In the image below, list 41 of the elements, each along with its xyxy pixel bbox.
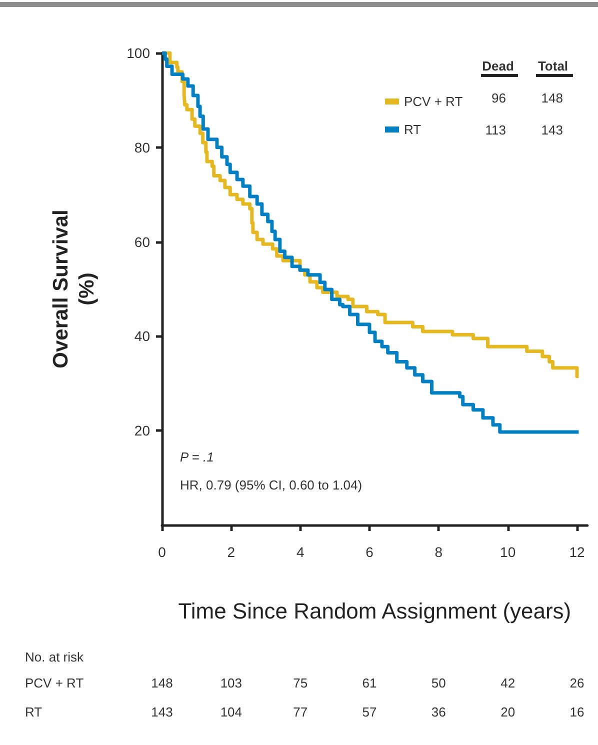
annotation: HR, 0.79 (95% CI, 0.60 to 1.04) [180, 478, 362, 492]
text: 143 [151, 704, 173, 720]
text: No. at risk [25, 650, 84, 664]
annotation: P = .1 [180, 450, 214, 464]
text: 36 [431, 704, 446, 720]
y-tick-label: 20 [134, 422, 150, 439]
text: 20 [500, 704, 516, 720]
y-tick-label: 100 [126, 45, 150, 61]
legend-label: RT [404, 122, 422, 137]
x-tick-label: 2 [227, 544, 236, 560]
y-tick-label: 60 [134, 234, 150, 250]
legend-label: PCV + RT [404, 94, 463, 109]
text: 75 [293, 676, 308, 690]
annotation: 148 [541, 90, 563, 106]
annotation: 143 [541, 122, 563, 138]
x-tick-label: 0 [158, 544, 166, 560]
text: 26 [570, 676, 584, 690]
x-tick-label: 10 [500, 544, 516, 560]
x-tick-label: 4 [296, 544, 304, 560]
text: 57 [362, 704, 377, 720]
text: 77 [293, 704, 308, 720]
text: 16 [570, 704, 584, 720]
text: 61 [362, 676, 377, 690]
y-axis-title: Overall Survival (%) [50, 210, 98, 368]
y-tick-label: 80 [134, 139, 150, 156]
annotation: Total [538, 58, 568, 74]
text: 148 [151, 676, 173, 690]
x-tick-label: 6 [366, 544, 374, 560]
annotation: 113 [485, 122, 506, 138]
text: PCV + RT [25, 676, 84, 690]
text: 104 [220, 704, 242, 720]
text: 42 [500, 676, 516, 690]
annotation: Dead [482, 58, 514, 74]
x-axis-title: Time Since Random Assignment (years) [178, 598, 572, 624]
text: 50 [431, 676, 446, 690]
text: 103 [220, 676, 242, 690]
x-tick-label: 8 [434, 544, 443, 560]
y-tick-label: 40 [134, 328, 150, 344]
annotation: 96 [492, 90, 506, 106]
x-tick-label: 12 [569, 544, 585, 560]
text: RT [25, 704, 42, 720]
